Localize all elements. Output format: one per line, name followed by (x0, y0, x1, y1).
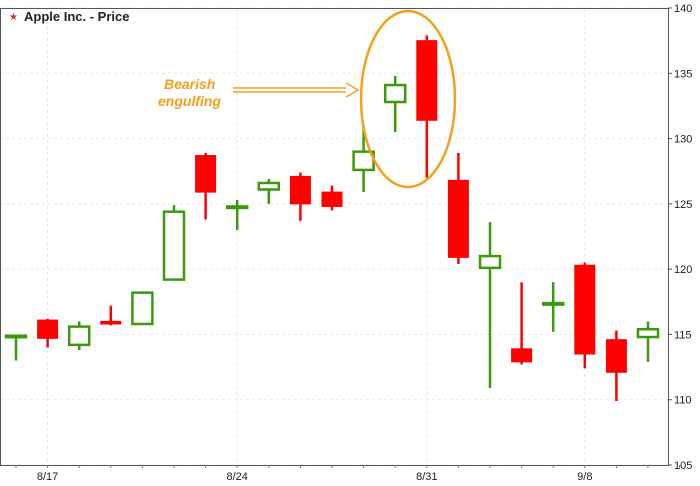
candle-up (257, 179, 281, 204)
y-tick-label: 105 (674, 460, 692, 472)
y-tick-label: 115 (674, 329, 692, 341)
candle-up (352, 125, 375, 193)
y-tick-label: 125 (674, 199, 692, 211)
candle-up (478, 222, 502, 388)
annotation-text-line-1: Bearish (164, 76, 215, 92)
candle-body (541, 301, 565, 306)
candle-up (383, 75, 407, 133)
candle-up (541, 282, 565, 332)
annotation-highlight-ellipse (359, 9, 457, 189)
candle-down (605, 330, 627, 402)
candle-down (511, 282, 533, 365)
candle-up (162, 205, 186, 281)
candle-body (605, 339, 627, 373)
candle-up (636, 321, 660, 362)
grid-layer (0, 7, 668, 466)
candle-up (67, 321, 91, 351)
candle-body (67, 325, 91, 347)
y-axis: 105 110 115 120 125 130 135 140 (668, 3, 692, 472)
candles-layer (4, 35, 660, 402)
y-tick-label: 140 (674, 3, 692, 15)
candle-body (4, 334, 28, 339)
candle-body (131, 291, 154, 326)
candle-body (383, 83, 407, 104)
chart-title: ★ Apple Inc. - Price (9, 9, 129, 24)
candle-body (478, 254, 502, 270)
y-tick-label: 135 (674, 68, 692, 80)
y-tick-label: 130 (674, 134, 692, 146)
x-tick-label: 8/31 (416, 471, 437, 483)
candle-body (162, 210, 186, 281)
candle-body (321, 191, 343, 207)
candle-body (257, 181, 281, 191)
y-tick-label: 120 (674, 264, 692, 276)
candle-body (636, 327, 660, 339)
candle-body (574, 264, 596, 355)
x-tick-label: 8/17 (37, 471, 58, 483)
y-tick-label: 110 (674, 395, 692, 407)
x-tick-label: 9/8 (577, 471, 592, 483)
candle-down (416, 35, 438, 178)
candle-up (4, 334, 28, 361)
candle-up (131, 291, 154, 326)
chart-title-text: Apple Inc. - Price (24, 9, 129, 24)
candle-down (37, 318, 59, 348)
x-axis: 8/178/248/319/89/14 (15, 465, 681, 483)
x-tick-label: 8/24 (226, 471, 247, 483)
candle-down (574, 262, 596, 369)
title-marker-icon: ★ (9, 12, 18, 23)
candle-down (321, 185, 343, 211)
candle-body (416, 40, 438, 121)
candle-body (289, 175, 311, 205)
candle-down (100, 305, 122, 326)
annotation: Bearish engulfing (158, 9, 457, 189)
candle-down (195, 152, 217, 220)
candle-down (289, 172, 311, 221)
candle-body (447, 179, 469, 258)
plot-frame (0, 8, 669, 466)
candle-body (511, 348, 533, 363)
candle-down (447, 152, 469, 264)
candle-up (225, 199, 249, 230)
candle-body (37, 319, 59, 339)
annotation-arrow (233, 82, 360, 98)
candle-body (225, 205, 249, 210)
annotation-text-line-2: engulfing (158, 93, 221, 109)
candle-body (195, 155, 217, 193)
candle-body (100, 320, 122, 325)
